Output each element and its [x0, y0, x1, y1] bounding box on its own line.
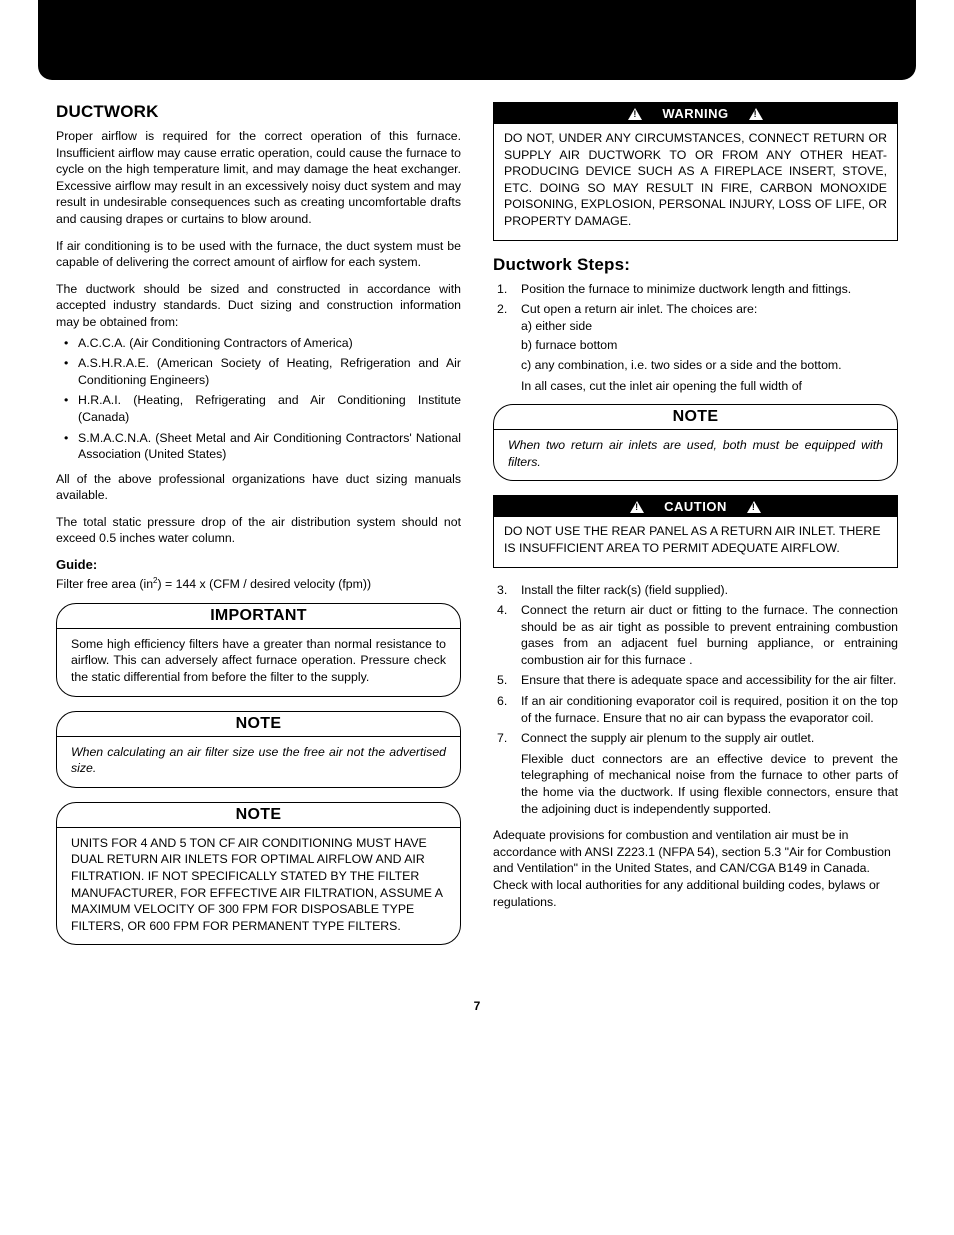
note-callout: NOTE UNITS FOR 4 AND 5 TON CF AIR CONDIT…: [56, 802, 461, 946]
guide-formula: Filter free area (in2) = 144 x (CFM / de…: [56, 576, 461, 593]
step-item: 7.Connect the supply air plenum to the s…: [493, 730, 898, 817]
caution-title: CAUTION: [664, 499, 727, 514]
callout-body: When two return air inlets are used, bot…: [494, 430, 897, 480]
two-column-layout: DUCTWORK Proper airflow is required for …: [18, 102, 936, 959]
warning-header: WARNING: [494, 103, 897, 124]
warning-body: DO NOT, UNDER ANY CIRCUMSTANCES, CONNECT…: [494, 124, 897, 240]
steps-list-cont: 3.Install the filter rack(s) (field supp…: [493, 582, 898, 818]
important-callout: IMPORTANT Some high efficiency filters h…: [56, 603, 461, 697]
warning-title: WARNING: [662, 106, 728, 121]
steps-heading: Ductwork Steps:: [493, 255, 898, 275]
callout-body: UNITS FOR 4 AND 5 TON CF AIR CONDITIONIN…: [57, 828, 460, 945]
callout-body: When calculating an air filter size use …: [57, 737, 460, 787]
step-text: Connect the supply air plenum to the sup…: [521, 731, 814, 745]
note-callout: NOTE When two return air inlets are used…: [493, 404, 898, 481]
list-item: H.R.A.I. (Heating, Refrigerating and Air…: [78, 392, 461, 425]
org-bullet-list: A.C.C.A. (Air Conditioning Contractors o…: [56, 335, 461, 463]
paragraph: The total static pressure drop of the ai…: [56, 514, 461, 547]
ductwork-heading: DUCTWORK: [56, 102, 461, 122]
step-item: 1.Position the furnace to minimize ductw…: [493, 281, 898, 298]
caution-header: CAUTION: [494, 496, 897, 517]
warning-icon: [628, 108, 642, 120]
left-column: DUCTWORK Proper airflow is required for …: [56, 102, 461, 959]
callout-title: NOTE: [57, 712, 460, 737]
step-tail: In all cases, cut the inlet air opening …: [521, 378, 898, 395]
note-callout: NOTE When calculating an air filter size…: [56, 711, 461, 788]
step-sub: a) either side: [521, 318, 898, 335]
list-item: A.C.C.A. (Air Conditioning Contractors o…: [78, 335, 461, 352]
step-sub: c) any combination, i.e. two sides or a …: [521, 357, 898, 374]
paragraph: The ductwork should be sized and constru…: [56, 281, 461, 331]
guide-label: Guide:: [56, 557, 461, 572]
step-item: 6.If an air conditioning evaporator coil…: [493, 693, 898, 726]
warning-icon: [749, 108, 763, 120]
paragraph: All of the above professional organizati…: [56, 471, 461, 504]
step-sub: b) furnace bottom: [521, 337, 898, 354]
step-item: 2.Cut open a return air inlet. The choic…: [493, 301, 898, 394]
step-sub-paragraph: Flexible duct connectors are an effectiv…: [521, 751, 898, 817]
step-text: Position the furnace to minimize ductwor…: [521, 282, 851, 296]
callout-title: NOTE: [494, 405, 897, 430]
right-column: WARNING DO NOT, UNDER ANY CIRCUMSTANCES,…: [493, 102, 898, 959]
page: DUCTWORK Proper airflow is required for …: [0, 0, 954, 1031]
warning-box: WARNING DO NOT, UNDER ANY CIRCUMSTANCES,…: [493, 102, 898, 241]
step-item: 5.Ensure that there is adequate space an…: [493, 672, 898, 689]
step-text: Cut open a return air inlet. The choices…: [521, 302, 757, 316]
step-text: Install the filter rack(s) (field suppli…: [521, 583, 728, 597]
steps-list: 1.Position the furnace to minimize ductw…: [493, 281, 898, 395]
step-item: 4.Connect the return air duct or fitting…: [493, 602, 898, 668]
step-text: Ensure that there is adequate space and …: [521, 673, 896, 687]
warning-icon: [747, 501, 761, 513]
callout-title: IMPORTANT: [57, 604, 460, 629]
list-item: S.M.A.C.N.A. (Sheet Metal and Air Condit…: [78, 430, 461, 463]
paragraph: Proper airflow is required for the corre…: [56, 128, 461, 228]
caution-box: CAUTION DO NOT USE THE REAR PANEL AS A R…: [493, 495, 898, 567]
step-text: If an air conditioning evaporator coil i…: [521, 694, 898, 725]
callout-title: NOTE: [57, 803, 460, 828]
caution-body: DO NOT USE THE REAR PANEL AS A RETURN AI…: [494, 517, 897, 566]
top-black-banner: [38, 0, 916, 80]
step-text: Connect the return air duct or fitting t…: [521, 603, 898, 667]
paragraph: If air conditioning is to be used with t…: [56, 238, 461, 271]
list-item: A.S.H.R.A.E. (American Society of Heatin…: [78, 355, 461, 388]
step-item: 3.Install the filter rack(s) (field supp…: [493, 582, 898, 599]
closing-paragraph: Adequate provisions for combustion and v…: [493, 827, 898, 910]
page-number: 7: [18, 999, 936, 1013]
callout-body: Some high efficiency filters have a grea…: [57, 629, 460, 696]
warning-icon: [630, 501, 644, 513]
